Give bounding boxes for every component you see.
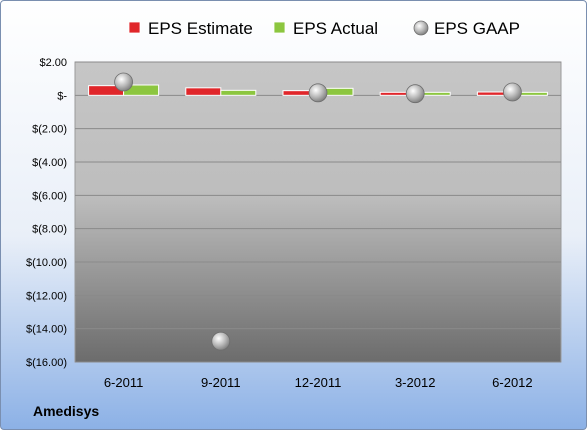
legend-label-eps-gaap: EPS GAAP <box>434 19 520 38</box>
marker-eps-gaap-6-2011 <box>114 72 133 92</box>
marker-eps-gaap-3-2012 <box>405 84 425 104</box>
bars <box>88 84 548 96</box>
y-tick-label: $- <box>57 90 67 102</box>
x-tick-label: 6-2011 <box>104 375 144 390</box>
x-tick-label: 3-2012 <box>395 375 435 390</box>
y-tick-label: $(14.00) <box>26 324 67 336</box>
legend-swatch-eps-actual <box>273 21 286 34</box>
y-tick-label: $(16.00) <box>26 357 67 369</box>
y-tick-label: $(12.00) <box>26 290 67 302</box>
x-tick-label: 6-2012 <box>492 375 532 390</box>
x-axis-ticks: 6-2011 9-2011 12-2011 3-2012 6-2012 <box>104 375 533 390</box>
marker-eps-gaap-6-2012 <box>502 82 522 102</box>
y-tick-label: $(8.00) <box>32 224 67 236</box>
y-tick-label: $2.00 <box>39 57 67 69</box>
y-tick-label: $(4.00) <box>32 157 67 169</box>
legend: EPS Estimate EPS Actual EPS GAAP <box>128 19 520 38</box>
legend-swatch-eps-gaap <box>413 20 429 36</box>
x-tick-label: 9-2011 <box>201 375 241 390</box>
gaap-markers <box>114 72 522 351</box>
y-tick-label: $(10.00) <box>26 257 67 269</box>
x-tick-label: 12-2011 <box>295 375 342 390</box>
company-label: Amedisys <box>33 403 99 419</box>
legend-swatch-eps-estimate <box>128 21 141 34</box>
bar-eps-estimate-9-2011 <box>185 87 222 96</box>
legend-label-eps-estimate: EPS Estimate <box>148 19 253 38</box>
legend-label-eps-actual: EPS Actual <box>293 19 378 38</box>
y-tick-label: $(6.00) <box>32 190 67 202</box>
marker-eps-gaap-12-2011 <box>308 83 328 103</box>
y-tick-label: $(2.00) <box>32 124 67 136</box>
bar-eps-actual-9-2011 <box>220 89 257 96</box>
plot-area <box>74 61 562 363</box>
y-axis-ticks: $2.00 $- $(2.00) $(4.00) $(6.00) $(8.00) $(10.… <box>26 57 67 369</box>
marker-eps-gaap-9-2011 <box>211 331 231 351</box>
